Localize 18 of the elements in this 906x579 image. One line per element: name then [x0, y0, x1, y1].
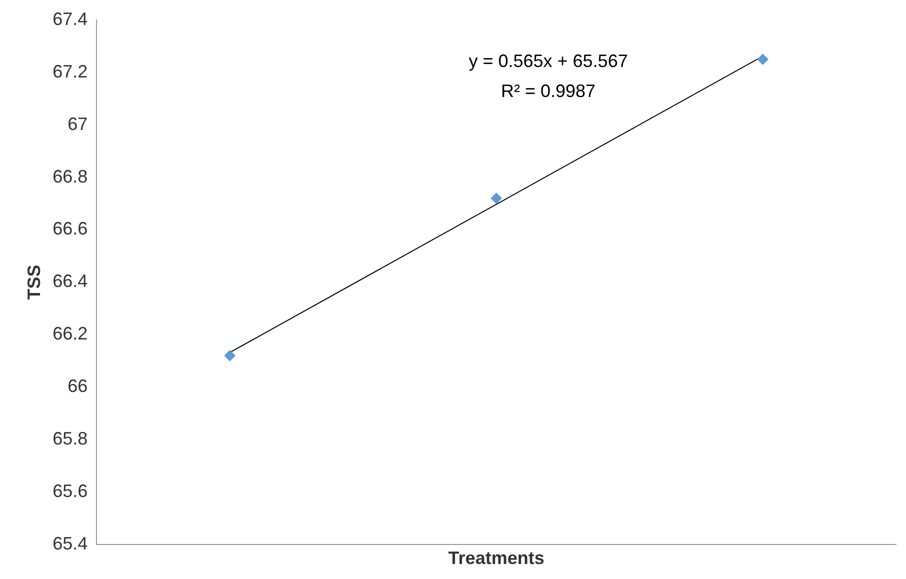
y-tick-label: 66.8	[52, 166, 88, 186]
y-tick-label: 65.4	[52, 533, 88, 554]
y-tick-label: 65.8	[52, 428, 88, 448]
y-tick-label: 65.6	[52, 480, 88, 501]
annotation: R² = 0.9987	[500, 80, 596, 101]
y-tick-label: 67.2	[52, 61, 88, 82]
y-tick-label: 66.2	[52, 324, 88, 344]
y-tick-label: 66.6	[52, 218, 88, 239]
point	[757, 54, 768, 65]
y-tick-label: 66.4	[52, 271, 88, 292]
point	[490, 192, 502, 204]
x-axis-title: Treatments	[448, 548, 544, 568]
y-axis-title: TSS	[24, 264, 44, 300]
y-tick-label: 67	[68, 114, 88, 134]
y-tick-label: 67.4	[52, 8, 88, 29]
y-tick-label: 66	[68, 376, 88, 396]
point	[224, 350, 236, 362]
annotation: y = 0.565x + 65.567	[468, 50, 628, 71]
